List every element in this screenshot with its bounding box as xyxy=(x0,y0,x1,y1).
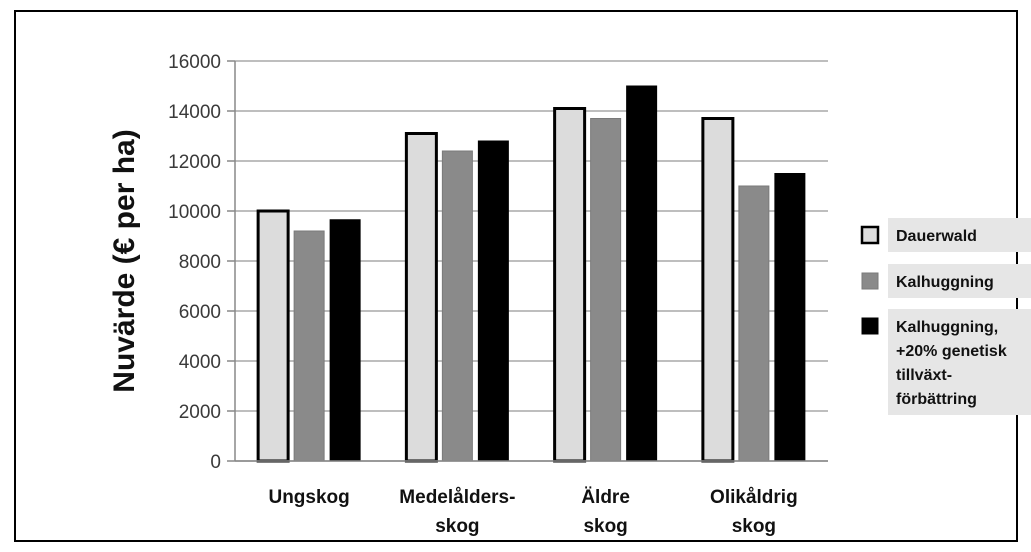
y-tick-label: 12000 xyxy=(168,152,221,173)
y-tick-label: 4000 xyxy=(179,352,221,373)
bar-dauerwald xyxy=(404,132,438,463)
y-axis-title: Nuvärde (€ per ha) xyxy=(108,129,141,392)
bar-kalhuggning xyxy=(590,118,622,462)
bar-dauerwald xyxy=(553,107,587,463)
bar-kalhuggning-genetisk xyxy=(477,140,509,462)
bar-dauerwald xyxy=(256,209,290,463)
chart-frame xyxy=(14,10,1018,542)
legend-label-background xyxy=(888,309,1031,415)
legend-label: förbättring xyxy=(896,391,977,408)
y-tick-label: 14000 xyxy=(168,102,221,123)
y-tick-label: 2000 xyxy=(179,402,221,423)
legend-label: tillväxt- xyxy=(896,367,952,384)
y-tick-label: 10000 xyxy=(168,202,221,223)
y-tick-label: 16000 xyxy=(168,52,221,73)
y-tick-label: 8000 xyxy=(179,252,221,273)
category-label: skog xyxy=(435,516,479,537)
legend-label: Dauerwald xyxy=(896,228,977,245)
bar-kalhuggning-genetisk xyxy=(626,85,658,462)
legend-label: +20% genetisk xyxy=(896,343,1007,360)
legend-swatch xyxy=(861,317,879,335)
y-tick-label: 0 xyxy=(210,452,221,473)
legend-label: Kalhuggning xyxy=(896,274,994,291)
bar-dauerwald xyxy=(701,117,735,463)
category-label: Olikåldrig xyxy=(710,487,798,508)
legend-label: Kalhuggning, xyxy=(896,319,998,336)
legend-label-background xyxy=(888,218,1031,252)
category-label: skog xyxy=(583,516,627,537)
legend-swatch xyxy=(860,225,880,245)
bar-kalhuggning xyxy=(293,230,325,462)
category-label: skog xyxy=(732,516,776,537)
category-label: Äldre xyxy=(581,487,630,508)
y-tick-label: 6000 xyxy=(179,302,221,323)
bar-kalhuggning-genetisk xyxy=(774,173,806,462)
legend-swatch xyxy=(861,272,879,290)
category-label: Ungskog xyxy=(268,487,349,508)
bar-kalhuggning xyxy=(738,185,770,462)
legend-label-background xyxy=(888,264,1031,298)
bar-kalhuggning-genetisk xyxy=(329,219,361,462)
category-label: Medelålders- xyxy=(399,487,515,508)
bar-kalhuggning xyxy=(441,150,473,462)
